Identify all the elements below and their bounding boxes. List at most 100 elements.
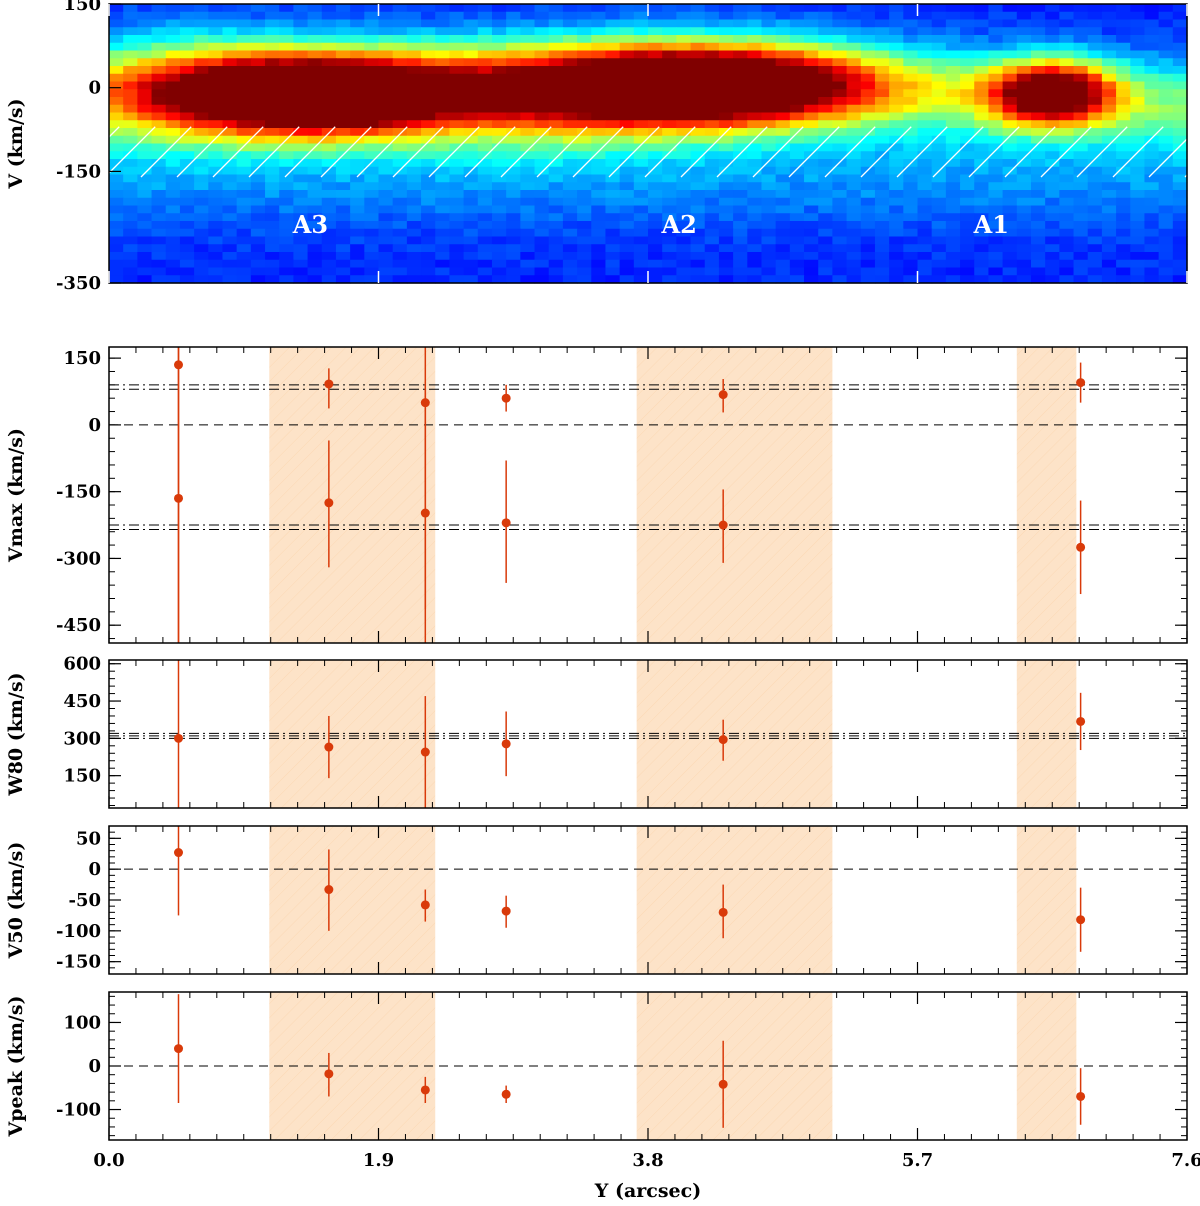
heatmap-cell bbox=[406, 244, 422, 253]
heatmap-cell bbox=[860, 228, 876, 238]
y-tick-label: -50 bbox=[68, 890, 101, 911]
heatmap-cell bbox=[733, 135, 748, 145]
heatmap-cell bbox=[789, 151, 805, 160]
heatmap-cell bbox=[421, 66, 436, 75]
heatmap-cell bbox=[321, 259, 337, 269]
heatmap-cell bbox=[974, 166, 990, 176]
heatmap-cell bbox=[421, 275, 436, 284]
heatmap-cell bbox=[860, 135, 876, 145]
heatmap-cell bbox=[903, 259, 919, 269]
heatmap-cell bbox=[562, 66, 578, 75]
heatmap-cell bbox=[435, 197, 451, 207]
heatmap-cell bbox=[151, 228, 167, 238]
heatmap-cell bbox=[421, 128, 436, 137]
heatmap-cell bbox=[960, 89, 975, 98]
heatmap-cell bbox=[733, 205, 748, 214]
heatmap-cell bbox=[917, 50, 933, 59]
heatmap-cell bbox=[874, 35, 890, 44]
heatmap-cell bbox=[874, 97, 890, 106]
heatmap-cell bbox=[1016, 97, 1032, 106]
y-tick-label: 0 bbox=[88, 415, 101, 436]
heatmap-cell bbox=[491, 128, 507, 137]
heatmap-cell bbox=[633, 97, 649, 106]
heatmap-cell bbox=[789, 66, 805, 75]
heatmap-cell bbox=[1059, 73, 1075, 83]
heatmap-cell bbox=[1101, 151, 1117, 160]
heatmap-cell bbox=[917, 174, 933, 183]
heatmap-cell bbox=[1087, 166, 1103, 176]
heatmap-cell bbox=[307, 66, 323, 75]
heatmap-cell bbox=[577, 27, 592, 36]
heatmap-cell bbox=[506, 159, 521, 168]
heatmap-cell bbox=[307, 135, 323, 145]
heatmap-cell bbox=[165, 58, 181, 67]
heatmap-cell bbox=[1059, 19, 1075, 28]
heatmap-cell bbox=[123, 89, 138, 98]
heatmap-cell bbox=[931, 19, 947, 28]
heatmap-cell bbox=[208, 112, 224, 121]
heatmap-cell bbox=[520, 174, 536, 183]
heatmap-cell bbox=[945, 252, 961, 261]
heatmap-cell bbox=[165, 143, 181, 152]
heatmap-cell bbox=[236, 58, 252, 67]
heatmap-cell bbox=[648, 135, 663, 145]
heatmap-cell bbox=[648, 197, 663, 207]
heatmap-cell bbox=[633, 27, 649, 36]
heatmap-cell bbox=[1087, 244, 1103, 253]
heatmap-cell bbox=[1087, 151, 1103, 160]
heatmap-cell bbox=[562, 221, 578, 230]
heatmap-cell bbox=[151, 112, 167, 121]
heatmap-cell bbox=[1158, 267, 1174, 276]
heatmap-cell bbox=[704, 166, 720, 176]
heatmap-cell bbox=[704, 19, 720, 28]
heatmap-cell bbox=[109, 259, 124, 269]
heatmap-cell bbox=[690, 174, 706, 183]
heatmap-cell bbox=[931, 259, 947, 269]
hatch-line bbox=[500, 126, 552, 178]
heatmap-cell bbox=[718, 275, 734, 284]
heatmap-cell bbox=[718, 166, 734, 176]
heatmap-cell bbox=[307, 120, 323, 129]
heatmap-cell bbox=[279, 58, 294, 67]
heatmap-cell bbox=[662, 205, 677, 214]
heatmap-cell bbox=[1002, 197, 1018, 207]
heatmap-cell bbox=[676, 42, 692, 52]
heatmap-cell bbox=[1073, 66, 1089, 75]
heatmap-cell bbox=[718, 104, 734, 114]
heatmap-cell bbox=[775, 27, 791, 36]
heatmap-cell bbox=[648, 89, 663, 98]
heatmap-cell bbox=[392, 166, 408, 176]
heatmap-cell bbox=[903, 120, 919, 129]
heatmap-cell bbox=[520, 27, 536, 36]
heatmap-cell bbox=[520, 58, 536, 67]
heatmap-cell bbox=[265, 112, 280, 121]
heatmap-cell bbox=[236, 236, 252, 245]
heatmap-cell bbox=[889, 11, 904, 21]
heatmap-cell bbox=[988, 213, 1004, 222]
heatmap-cell bbox=[421, 213, 436, 222]
heatmap-cell bbox=[364, 182, 380, 191]
heatmap-cell bbox=[988, 35, 1004, 44]
heatmap-cell bbox=[194, 275, 209, 284]
heatmap-cell bbox=[761, 252, 777, 261]
heatmap-cell bbox=[775, 104, 791, 114]
heatmap-cell bbox=[435, 89, 451, 98]
heatmap-cell bbox=[860, 66, 876, 75]
heatmap-cell bbox=[165, 182, 181, 191]
heatmap-cell bbox=[208, 151, 224, 160]
heatmap-cell bbox=[591, 11, 607, 21]
heatmap-cell bbox=[619, 190, 635, 199]
heatmap-cell bbox=[293, 97, 309, 106]
heatmap-cell bbox=[775, 97, 791, 106]
heatmap-cell bbox=[1087, 4, 1103, 13]
heatmap-cell bbox=[832, 159, 848, 168]
heatmap-cell bbox=[931, 151, 947, 160]
heatmap-cell bbox=[250, 166, 266, 176]
heatmap-cell bbox=[704, 4, 720, 13]
heatmap-cell bbox=[789, 267, 805, 276]
heatmap-cell bbox=[633, 11, 649, 21]
heatmap-cell bbox=[562, 104, 578, 114]
heatmap-cell bbox=[917, 182, 933, 191]
heatmap-cell bbox=[945, 182, 961, 191]
heatmap-cell bbox=[1073, 4, 1089, 13]
